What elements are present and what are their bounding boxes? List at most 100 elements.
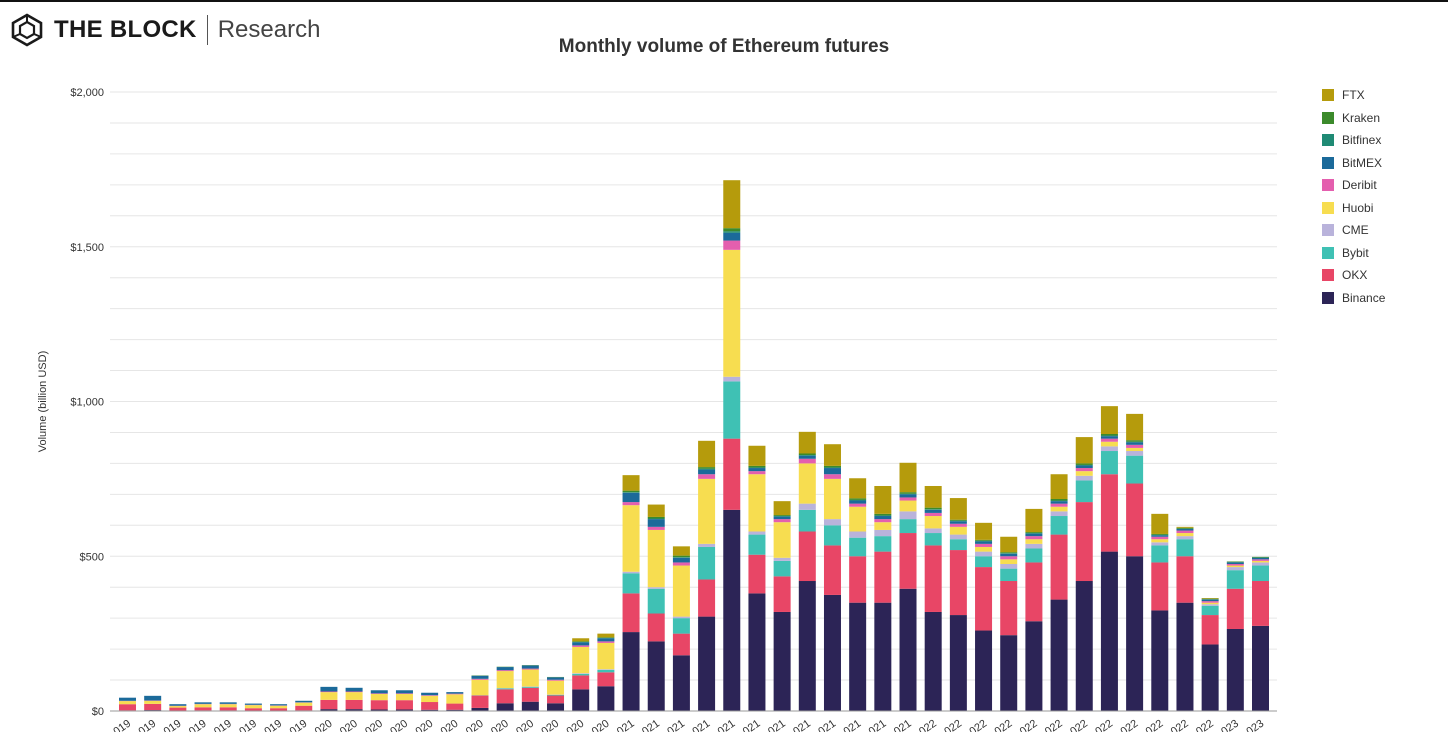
bar-segment-huobi: [924, 516, 942, 529]
bar-segment-kraken: [672, 555, 690, 558]
bar-segment-huobi: [395, 693, 413, 701]
x-tick-label: 022: [1194, 718, 1216, 732]
bar-segment-ftx: [647, 504, 665, 517]
legend-item-ftx[interactable]: FTX: [1322, 84, 1385, 107]
bar-segment-okx: [421, 702, 439, 710]
bar-segment-kraken: [798, 453, 816, 456]
bar-segment-okx: [1201, 615, 1219, 645]
bar-segment-ftx: [975, 522, 993, 540]
bar-segment-binance: [1201, 644, 1219, 711]
bar-segment-bybit: [1050, 516, 1068, 535]
x-tick-label: 022: [1169, 718, 1191, 732]
bar-segment-deribit: [1226, 563, 1244, 566]
legend-item-bitmex[interactable]: BitMEX: [1322, 152, 1385, 175]
legend-item-huobi[interactable]: Huobi: [1322, 197, 1385, 220]
legend-item-cme[interactable]: CME: [1322, 219, 1385, 242]
bar-segment-kraken: [647, 516, 665, 519]
bar-segment-cme: [975, 551, 993, 557]
x-tick-label: 021: [690, 718, 712, 732]
bar-segment-huobi: [1000, 559, 1018, 564]
bar-segment-cme: [849, 531, 867, 538]
bar-segment-deribit: [320, 691, 338, 693]
bar-segment-okx: [194, 707, 212, 711]
bar-segment-cme: [1075, 475, 1093, 481]
bar-segment-binance: [496, 703, 514, 711]
bar-segment-cme: [798, 503, 816, 510]
x-tick-label: 019: [162, 718, 184, 732]
x-tick-label: 020: [464, 718, 486, 732]
bar-segment-bitmex: [949, 521, 967, 524]
bar-segment-binance: [823, 594, 841, 711]
bar-segment-bitfinex: [1126, 441, 1144, 443]
y-tick-label: $1,500: [70, 242, 104, 254]
bar-segment-cme: [698, 543, 716, 547]
bar-segment-kraken: [1126, 440, 1144, 442]
bar-segment-bybit: [849, 537, 867, 557]
bar-segment-okx: [1000, 581, 1018, 636]
legend-swatch: [1322, 179, 1334, 192]
bar-segment-bybit: [723, 381, 741, 439]
bar-segment-binance: [370, 709, 388, 711]
bar-segment-bitmex: [773, 516, 791, 520]
bar-segment-bybit: [823, 525, 841, 546]
legend-item-kraken[interactable]: Kraken: [1322, 107, 1385, 130]
bar-segment-ftx: [1126, 413, 1144, 441]
bar-segment-okx: [295, 705, 313, 711]
bar-segment-huobi: [496, 671, 514, 689]
bar-segment-bitmex: [395, 690, 413, 694]
bar-segment-ftx: [949, 498, 967, 520]
bar-segment-bybit: [572, 673, 590, 676]
bar-segment-huobi: [597, 642, 615, 670]
bar-segment-cme: [622, 571, 640, 574]
y-axis-label: Volume (billion USD): [37, 351, 49, 452]
legend-item-binance[interactable]: Binance: [1322, 287, 1385, 310]
bar-segment-bitmex: [119, 697, 136, 701]
legend-item-deribit[interactable]: Deribit: [1322, 174, 1385, 197]
bar-segment-bitfinex: [849, 499, 867, 501]
bar-segment-huobi: [547, 680, 565, 695]
bar-segment-huobi: [798, 463, 816, 504]
bar-segment-binance: [547, 703, 565, 711]
bar-segment-deribit: [345, 691, 363, 693]
bar-segment-okx: [647, 613, 665, 642]
bar-segment-okx: [119, 704, 136, 711]
bar-segment-ftx: [849, 478, 867, 499]
top-border: [0, 0, 1448, 2]
x-tick-label: 023: [1219, 718, 1241, 732]
bar-segment-bitmex: [798, 455, 816, 459]
bar-segment-ftx: [572, 638, 590, 642]
bar-segment-bybit: [798, 509, 816, 532]
bar-segment-binance: [1050, 599, 1068, 711]
bar-segment-deribit: [446, 693, 464, 695]
x-tick-label: 019: [237, 718, 259, 732]
legend-label: Kraken: [1342, 110, 1381, 125]
bar-segment-huobi: [194, 704, 212, 708]
legend-item-okx[interactable]: OKX: [1322, 264, 1385, 287]
x-tick-label: 021: [741, 718, 763, 732]
bar-segment-bitmex: [244, 703, 262, 705]
bar-segment-bybit: [1025, 548, 1043, 563]
bar-segment-bitmex: [1126, 442, 1144, 445]
bar-segment-kraken: [949, 519, 967, 521]
bar-segment-huobi: [748, 474, 766, 532]
bar-segment-bitmex: [597, 638, 615, 642]
x-tick-label: 020: [539, 718, 561, 732]
x-tick-label: 019: [111, 718, 133, 732]
bar-segment-deribit: [748, 471, 766, 475]
bar-segment-bitmex: [1000, 553, 1018, 557]
bar-segment-huobi: [647, 529, 665, 588]
x-tick-label: 022: [993, 718, 1015, 732]
legend-item-bitfinex[interactable]: Bitfinex: [1322, 129, 1385, 152]
bar-segment-kraken: [1151, 533, 1169, 535]
x-tick-label: 020: [590, 718, 612, 732]
bar-segment-cme: [1025, 543, 1043, 549]
legend-item-bybit[interactable]: Bybit: [1322, 242, 1385, 265]
bar-segment-bybit: [496, 688, 514, 690]
bar-segment-kraken: [975, 539, 993, 541]
bar-segment-ftx: [1000, 536, 1018, 553]
bar-segment-okx: [1252, 581, 1269, 626]
bar-segment-huobi: [1201, 602, 1219, 605]
bar-segment-ftx: [622, 475, 640, 491]
bar-segment-huobi: [773, 522, 791, 558]
bar-segment-huobi: [270, 705, 288, 709]
